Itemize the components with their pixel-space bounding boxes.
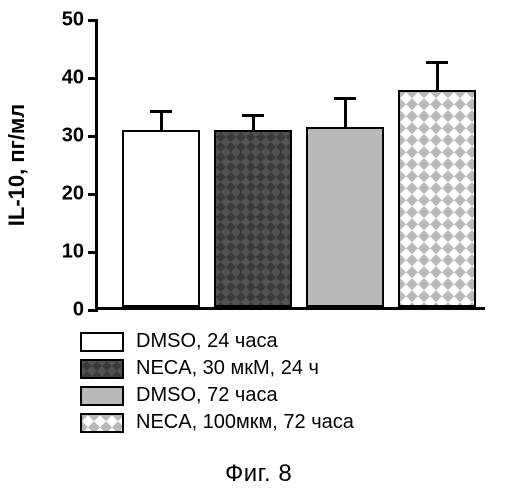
legend-swatch — [80, 359, 124, 379]
legend-label: DMSO, 72 часа — [136, 384, 278, 407]
y-tick-label: 10 — [62, 241, 84, 264]
y-tick — [88, 19, 98, 22]
legend-item: NECA, 100мкм, 72 часа — [80, 411, 354, 434]
legend-swatch — [80, 332, 124, 352]
il10-bar-chart: 01020304050 IL-10, пг/мл DMSO, 24 часаNE… — [0, 0, 525, 500]
y-tick — [88, 309, 98, 312]
legend-label: NECA, 30 мкМ, 24 ч — [136, 357, 319, 380]
error-cap — [426, 61, 448, 64]
legend: DMSO, 24 часа NECA, 30 мкМ, 24 ч DMSO, 72 … — [80, 330, 354, 438]
legend-swatch — [80, 386, 124, 406]
bar — [214, 130, 292, 307]
error-bar — [252, 116, 255, 131]
bar — [398, 90, 476, 308]
error-cap — [334, 97, 356, 100]
y-tick-label: 50 — [62, 9, 84, 32]
error-cap — [242, 114, 264, 117]
legend-item: DMSO, 72 часа — [80, 384, 354, 407]
error-bar — [344, 99, 347, 127]
error-bar — [436, 63, 439, 89]
y-tick — [88, 135, 98, 138]
y-tick-label: 20 — [62, 183, 84, 206]
legend-label: NECA, 100мкм, 72 часа — [136, 411, 354, 434]
legend-item: DMSO, 24 часа — [80, 330, 354, 353]
error-cap — [150, 110, 172, 113]
y-tick — [88, 193, 98, 196]
y-axis-label: IL-10, пг/мл — [4, 104, 30, 226]
plot-area: 01020304050 — [95, 20, 485, 310]
legend-swatch — [80, 413, 124, 433]
bar — [306, 127, 384, 307]
y-tick-label: 40 — [62, 67, 84, 90]
legend-item: NECA, 30 мкМ, 24 ч — [80, 357, 354, 380]
y-tick — [88, 77, 98, 80]
error-bar — [160, 112, 163, 131]
y-tick-label: 0 — [73, 299, 84, 322]
figure-caption: Фиг. 8 — [225, 460, 292, 488]
y-tick-label: 30 — [62, 125, 84, 148]
y-tick — [88, 251, 98, 254]
legend-label: DMSO, 24 часа — [136, 330, 278, 353]
bar — [122, 130, 200, 307]
